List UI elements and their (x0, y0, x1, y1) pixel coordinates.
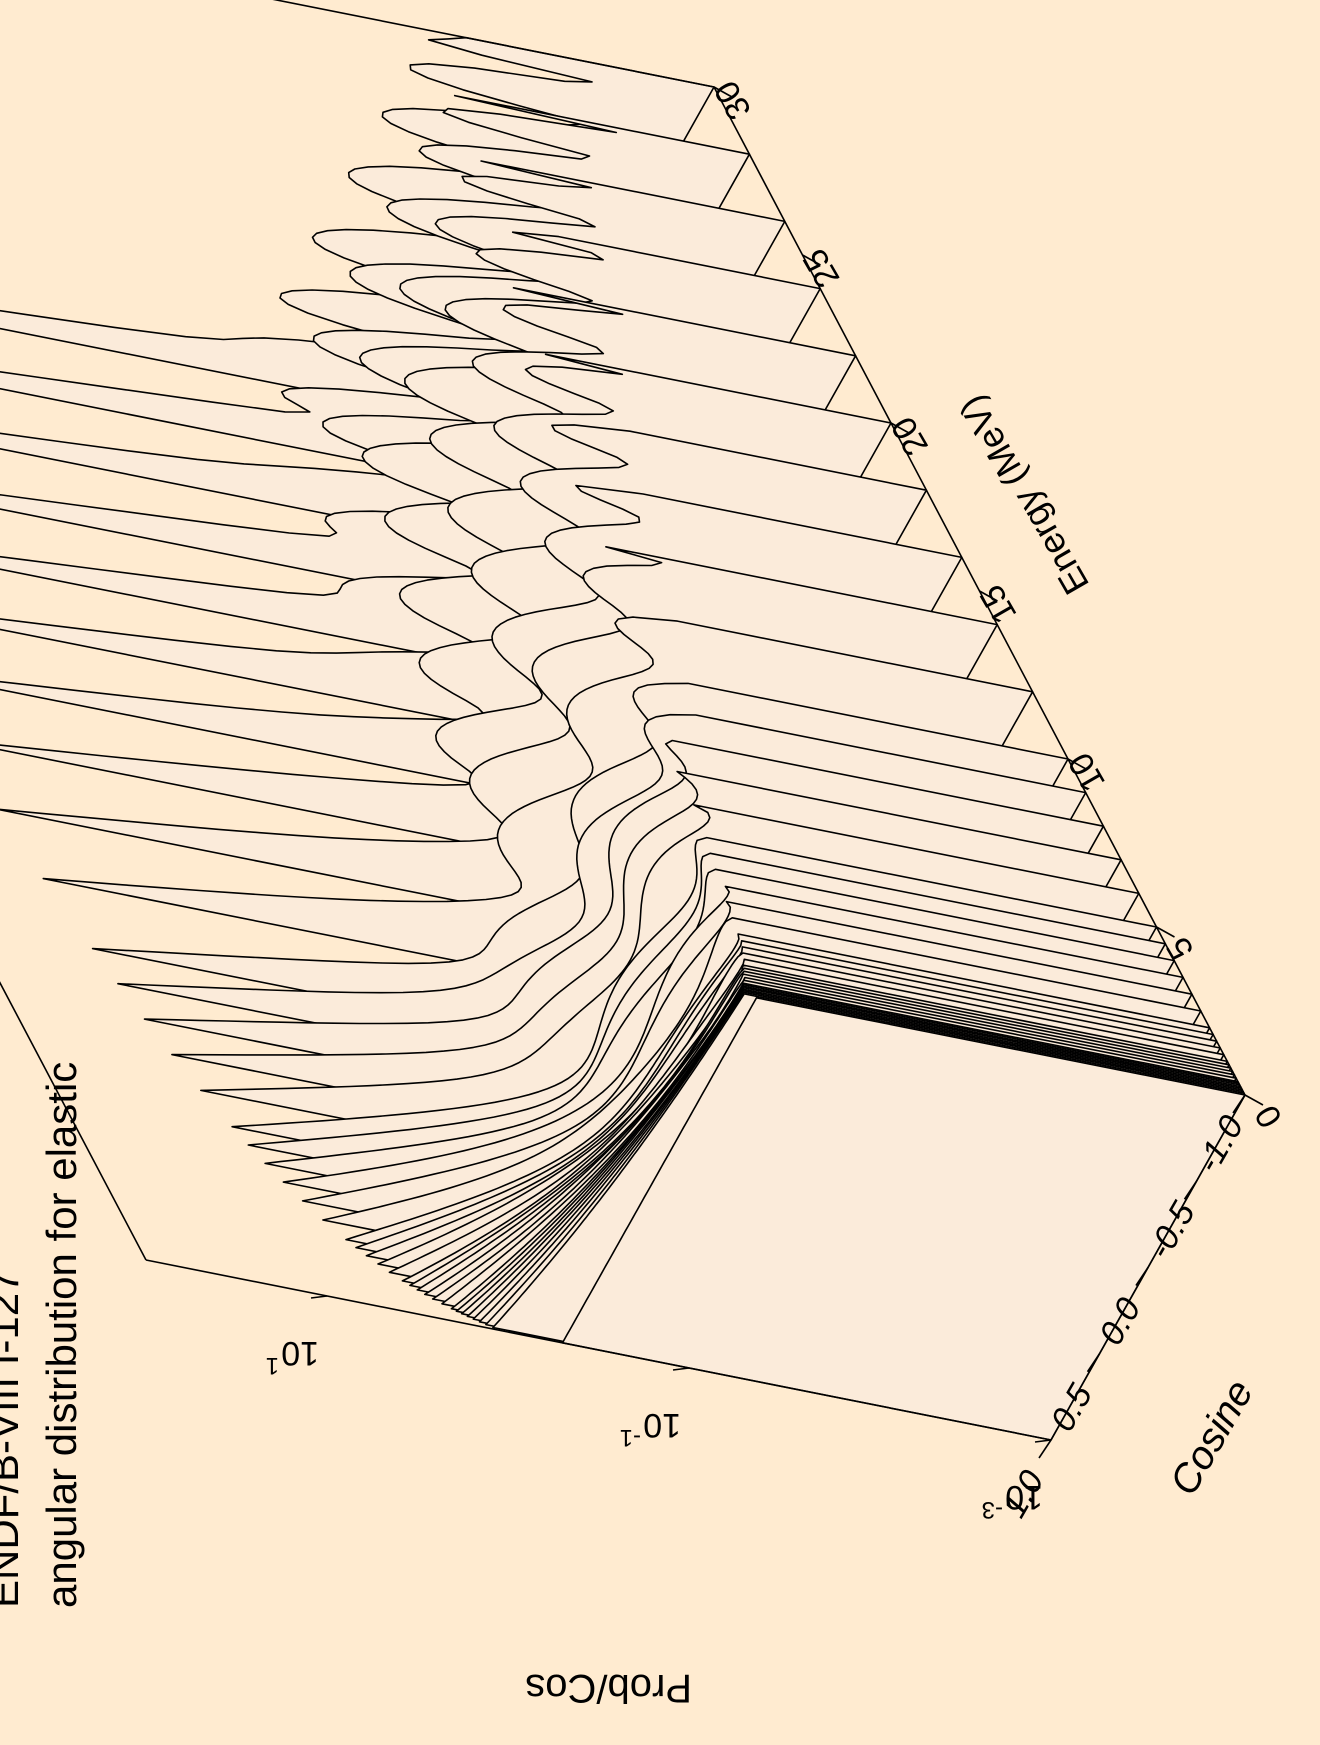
energy-tick (802, 254, 821, 266)
energy-tick (890, 422, 910, 434)
top-back-edge (0, 981, 147, 1261)
prob-tick-label: 10-1 (620, 1406, 681, 1451)
x-axis-label: Energy (MeV) (950, 389, 1097, 602)
svg-text:10: 10 (643, 1406, 681, 1444)
energy-trace (561, 997, 1246, 1441)
y-axis-label: Cosine (1162, 1373, 1262, 1503)
energy-tick-label: 20 (884, 410, 936, 462)
prob-tick (310, 1295, 328, 1299)
prob-tick (672, 1367, 690, 1371)
chart-title-line2: angular distribution for elastic (38, 1062, 85, 1608)
chart-title: ENDF/B-VIII I-127 angular distribution f… (0, 1062, 85, 1608)
energy-tick (713, 86, 733, 98)
svg-text:1: 1 (266, 1352, 279, 1379)
energy-tick (979, 590, 998, 602)
z-axis-label: Prob/Cos (525, 1666, 692, 1710)
energy-tick-label: 0 (1248, 1099, 1290, 1134)
svg-text:-3: -3 (982, 1496, 1003, 1523)
svg-text:-1: -1 (620, 1424, 641, 1451)
energy-tick (1067, 758, 1087, 770)
cosine-tick (1135, 1267, 1149, 1286)
trace-group (0, 36, 1246, 1441)
energy-tick (1156, 926, 1175, 938)
cosine-tick (1038, 1439, 1052, 1459)
cosine-tick (1086, 1353, 1101, 1373)
svg-text:10: 10 (1005, 1478, 1043, 1516)
prob-tick-label: 10-3 (982, 1478, 1043, 1523)
energy-tick (1244, 1094, 1264, 1106)
prob-axis-line (145, 1259, 1052, 1441)
energy-tick-label: 30 (707, 74, 759, 126)
prob-tick (1034, 1439, 1052, 1443)
far-vertical-edge (272, 0, 715, 88)
chart-title-line1: ENDF/B-VIII I-127 (0, 1270, 27, 1608)
svg-text:10: 10 (281, 1334, 319, 1372)
prob-tick-label: 101 (266, 1334, 319, 1379)
cosine-tick (1183, 1180, 1198, 1200)
cosine-tick (1232, 1094, 1246, 1114)
energy-tick-label: 5 (1159, 931, 1201, 966)
